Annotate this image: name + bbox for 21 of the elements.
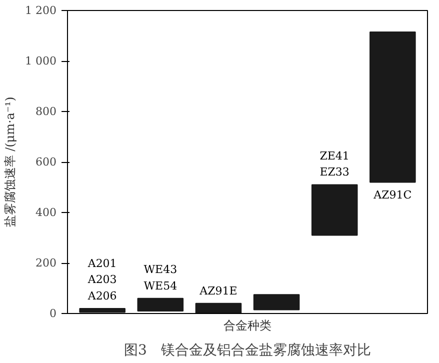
y-tick-label: 600 <box>36 156 57 168</box>
text: 图3 镁合金及铝合金盐雾腐蚀速率对比 <box>124 342 371 358</box>
x-tick-label: AZ91E <box>198 284 238 298</box>
y-tick-label: 200 <box>36 256 57 270</box>
x-tick-label: A201 A203 A206 <box>86 256 117 302</box>
y-tick-label: 1 200 <box>25 4 57 17</box>
bar <box>370 31 416 183</box>
x-tick-label: AZ91C <box>372 188 412 202</box>
bar <box>137 298 184 312</box>
x-tick-label: WE43 WE54 <box>144 263 178 292</box>
y-tick-label: 0 <box>50 307 56 320</box>
bar <box>79 308 126 313</box>
bar <box>311 184 358 236</box>
y-tick-label: 400 <box>36 206 57 219</box>
y-tick-label: 1 000 <box>25 54 57 68</box>
bar <box>253 294 300 310</box>
x-tick-label: ZE41 EZ33 <box>320 149 350 179</box>
bar <box>195 302 242 314</box>
y-axis-title: 盐雾腐蚀速率 /(μm·a⁻¹) <box>3 96 18 228</box>
x-axis-title: 合金种类 <box>224 318 272 332</box>
y-tick-label: 800 <box>36 105 57 118</box>
